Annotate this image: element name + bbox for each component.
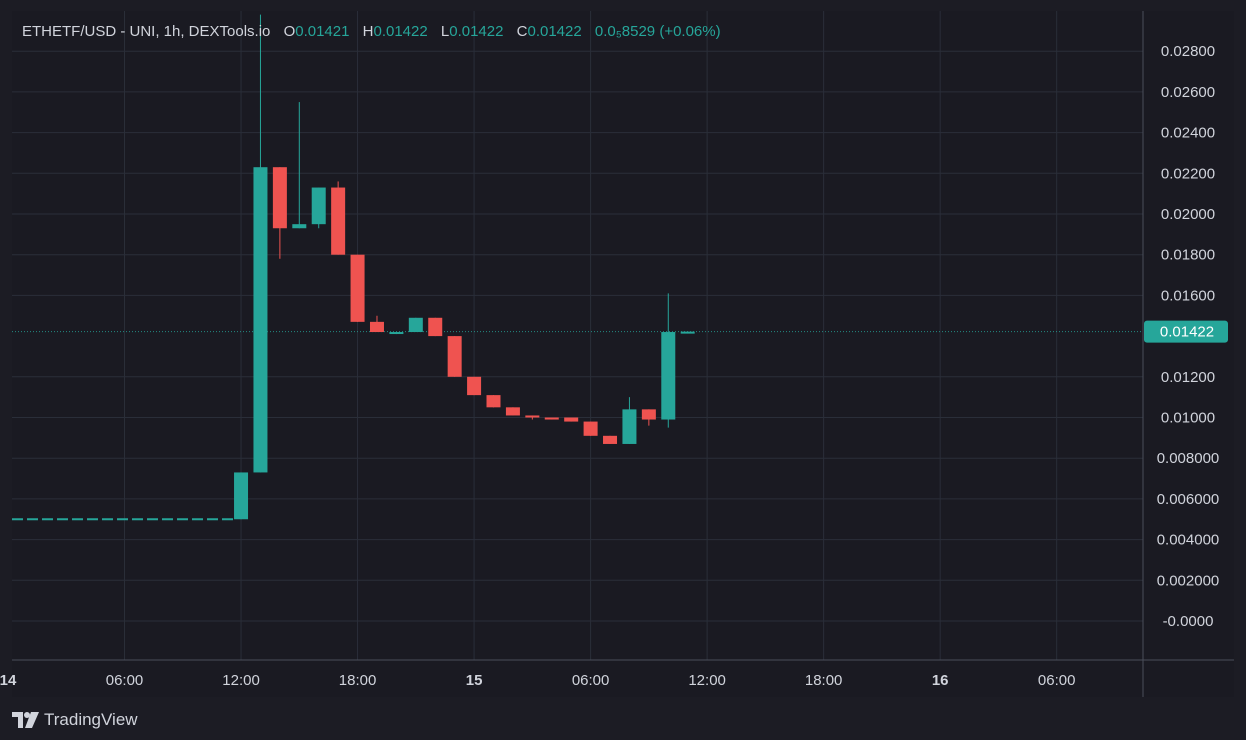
- candle-body: [505, 407, 520, 416]
- candle-body: [564, 417, 579, 422]
- tradingview-logo-icon: [12, 712, 39, 728]
- y-tick-label: 0.01600: [1161, 287, 1215, 304]
- y-tick-label: 0.02200: [1161, 165, 1215, 182]
- y-tick-label: 0.002000: [1157, 572, 1220, 589]
- candle-body: [272, 167, 287, 229]
- last-price-label: 0.01422: [1160, 324, 1214, 341]
- x-tick-label: 12:00: [688, 672, 726, 689]
- y-tick-label: 0.006000: [1157, 491, 1220, 508]
- y-tick-label: 0.01800: [1161, 247, 1215, 264]
- candle-body: [641, 409, 656, 420]
- y-tick-label: 0.008000: [1157, 450, 1220, 467]
- candle-body: [661, 332, 676, 420]
- x-tick-label: 06:00: [1038, 672, 1076, 689]
- x-tick-label: 18:00: [339, 672, 377, 689]
- x-tick-label: 06:00: [572, 672, 610, 689]
- candle-body: [428, 317, 443, 337]
- grid-lines: [12, 11, 1143, 660]
- symbol-title: ETHETF/USD - UNI, 1h, DEXTools.io: [22, 23, 271, 40]
- axes: [12, 11, 1234, 697]
- x-tick-label: 15: [466, 672, 483, 689]
- change-value: 0.0₅8529 (+0.06%): [594, 23, 721, 40]
- candle-body: [331, 187, 346, 255]
- y-tick-label: 0.02800: [1161, 43, 1215, 60]
- chart-panel: [12, 11, 1234, 697]
- candle-body: [525, 415, 540, 418]
- axis-labels: 0.02800 0.02600 0.02400 0.02200 0.02000 0.018…: [0, 43, 1228, 689]
- low-value: 0.01422: [449, 23, 504, 40]
- candle-body: [467, 376, 482, 396]
- candle-body: [447, 336, 462, 377]
- candles: [12, 14, 695, 521]
- tradingview-brand[interactable]: TradingView: [12, 709, 138, 731]
- y-tick-label: 0.02000: [1161, 206, 1215, 223]
- high-value: 0.01422: [373, 23, 428, 40]
- open-key: O: [283, 23, 296, 40]
- x-tick-label: 12:00: [222, 672, 260, 689]
- low-key: L: [440, 23, 450, 40]
- y-tick-label: 0.02400: [1161, 125, 1215, 142]
- y-tick-label: 0.02600: [1161, 84, 1215, 101]
- candle-body: [583, 421, 598, 436]
- candle-body: [369, 321, 384, 333]
- candle-body: [622, 409, 637, 444]
- high-key: H: [362, 23, 374, 40]
- candle-body: [311, 187, 326, 225]
- symbol-legend: ETHETF/USD - UNI, 1h, DEXTools.io O0.014…: [22, 23, 721, 40]
- open-value: 0.01421: [295, 23, 350, 40]
- close-key: C: [516, 23, 528, 40]
- y-tick-label: 0.01000: [1161, 410, 1215, 427]
- candle-body: [234, 472, 249, 520]
- x-tick-label: 06:00: [106, 672, 144, 689]
- candle-body: [603, 435, 618, 444]
- candle-body: [408, 317, 423, 333]
- y-tick-label: 0.01200: [1161, 369, 1215, 386]
- candle-body: [253, 167, 268, 473]
- candle-body: [680, 331, 695, 334]
- x-tick-label: 14: [0, 672, 17, 689]
- x-tick-label: 18:00: [805, 672, 843, 689]
- candle-body: [389, 332, 404, 335]
- last-price-badge: [1144, 320, 1228, 343]
- y-tick-label: -0.0000: [1163, 613, 1214, 630]
- candle-body: [544, 417, 559, 420]
- candle-body: [486, 395, 501, 408]
- brand-name: TradingView: [44, 710, 138, 729]
- close-value: 0.01422: [527, 23, 582, 40]
- candle-body: [292, 224, 307, 229]
- candle-body: [350, 254, 365, 322]
- y-tick-label: 0.004000: [1157, 532, 1220, 549]
- x-tick-label: 16: [932, 672, 949, 689]
